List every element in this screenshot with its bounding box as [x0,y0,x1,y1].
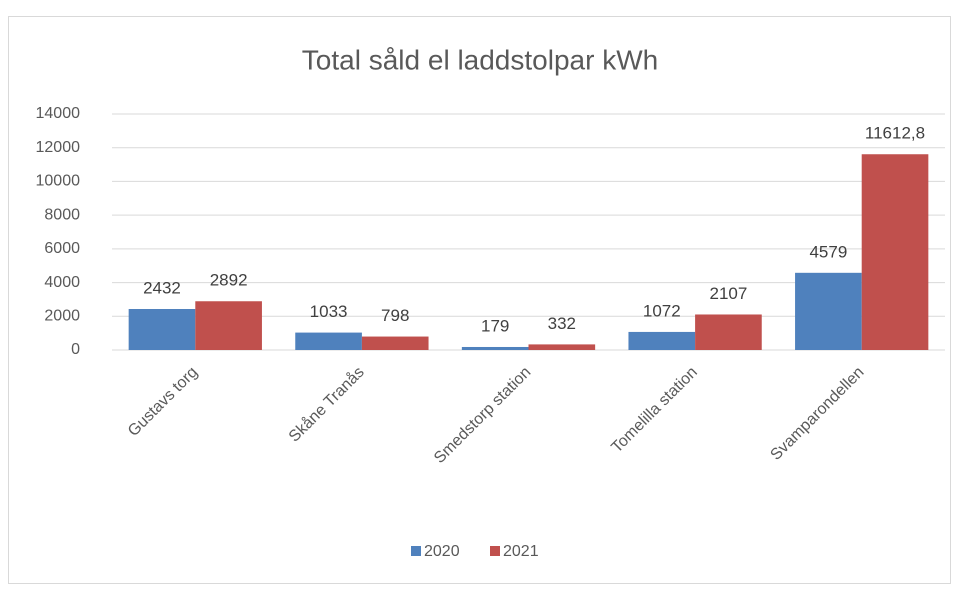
value-label: 332 [548,314,576,333]
value-label: 2107 [710,284,748,303]
y-tick-label: 10000 [36,173,81,190]
y-tick-label: 0 [71,341,80,358]
y-tick-label: 8000 [44,206,80,223]
value-label: 179 [481,316,509,335]
bar [795,272,862,350]
bar [128,309,196,350]
chart-title: Total såld el laddstolpar kWh [302,44,658,75]
value-label: 1033 [310,302,348,321]
value-label: 798 [381,306,409,325]
bar [528,344,596,350]
value-label: 11612,8 [865,124,925,143]
legend-swatch [411,546,421,556]
legend-label: 2020 [424,543,460,560]
bar [361,336,429,350]
bar [195,301,262,350]
value-label: 2892 [210,271,248,290]
y-tick-label: 4000 [44,274,80,291]
bar [295,332,362,350]
y-tick-label: 12000 [36,139,81,156]
y-tick-label: 6000 [44,240,80,257]
value-label: 2432 [143,278,181,297]
legend-swatch [490,546,500,556]
y-tick-label: 14000 [36,105,81,122]
value-label: 4579 [809,242,847,261]
bar [628,331,696,350]
bar [695,314,762,350]
bar [861,154,929,350]
chart-border [8,16,951,584]
legend-label: 2021 [503,543,539,560]
value-label: 1072 [643,301,681,320]
y-tick-label: 2000 [44,308,80,325]
bar [461,346,529,350]
